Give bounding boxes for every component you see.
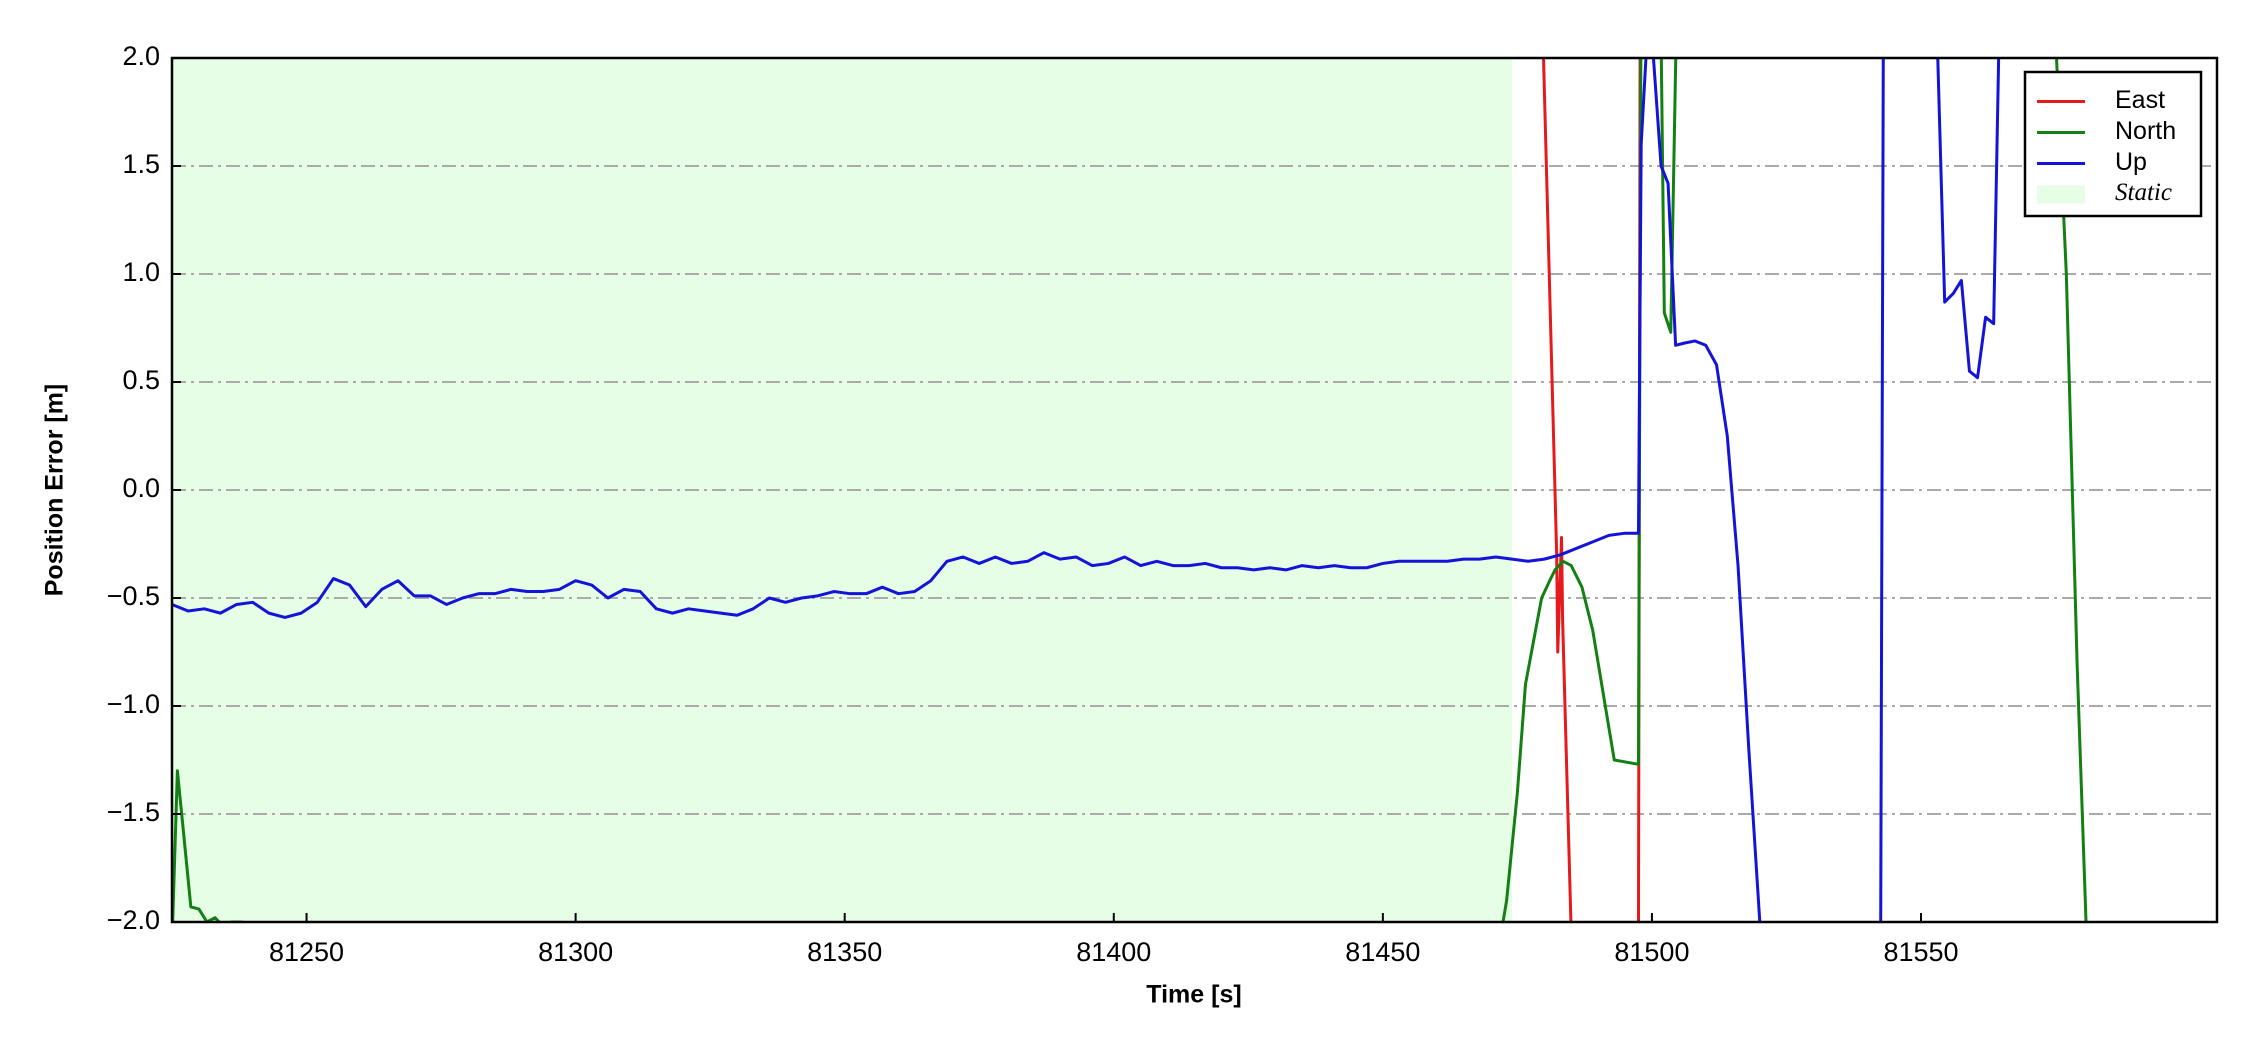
x-tick-label: 81550	[1883, 937, 1958, 967]
series-line	[172, 58, 2001, 922]
y-tick-label: 0.0	[122, 473, 160, 503]
x-tick-label: 81500	[1614, 937, 1689, 967]
x-tick-label: 81350	[807, 937, 882, 967]
x-tick-label: 81300	[538, 937, 613, 967]
legend-label: East	[2115, 86, 2165, 114]
x-tick-label: 81400	[1076, 937, 1151, 967]
legend-swatch	[2037, 185, 2085, 204]
y-tick-label: −2.0	[107, 905, 160, 935]
y-tick-label: 1.5	[122, 149, 160, 179]
x-tick-label: 81250	[269, 937, 344, 967]
legend: East North Up Static	[2023, 70, 2203, 218]
y-tick-label: 0.5	[122, 365, 160, 395]
y-tick-label: −1.0	[107, 689, 160, 719]
legend-label: Up	[2115, 148, 2147, 176]
y-tick-label: −0.5	[107, 581, 160, 611]
legend-label: North	[2115, 117, 2176, 145]
ticks: −2.0 −1.5 −1.0 −0.5 0.0 0.5 1.0 1.5 2.0 81250 8130…	[107, 41, 1959, 967]
y-tick-label: 1.0	[122, 257, 160, 287]
y-axis-label: Position Error [m]	[41, 384, 69, 597]
legend-label: Static	[2115, 179, 2172, 206]
grid	[172, 165, 2217, 815]
y-tick-label: 2.0	[122, 41, 160, 71]
x-tick-label: 81450	[1345, 937, 1420, 967]
x-axis-label: Time [s]	[1146, 981, 1241, 1009]
y-tick-label: −1.5	[107, 797, 160, 827]
